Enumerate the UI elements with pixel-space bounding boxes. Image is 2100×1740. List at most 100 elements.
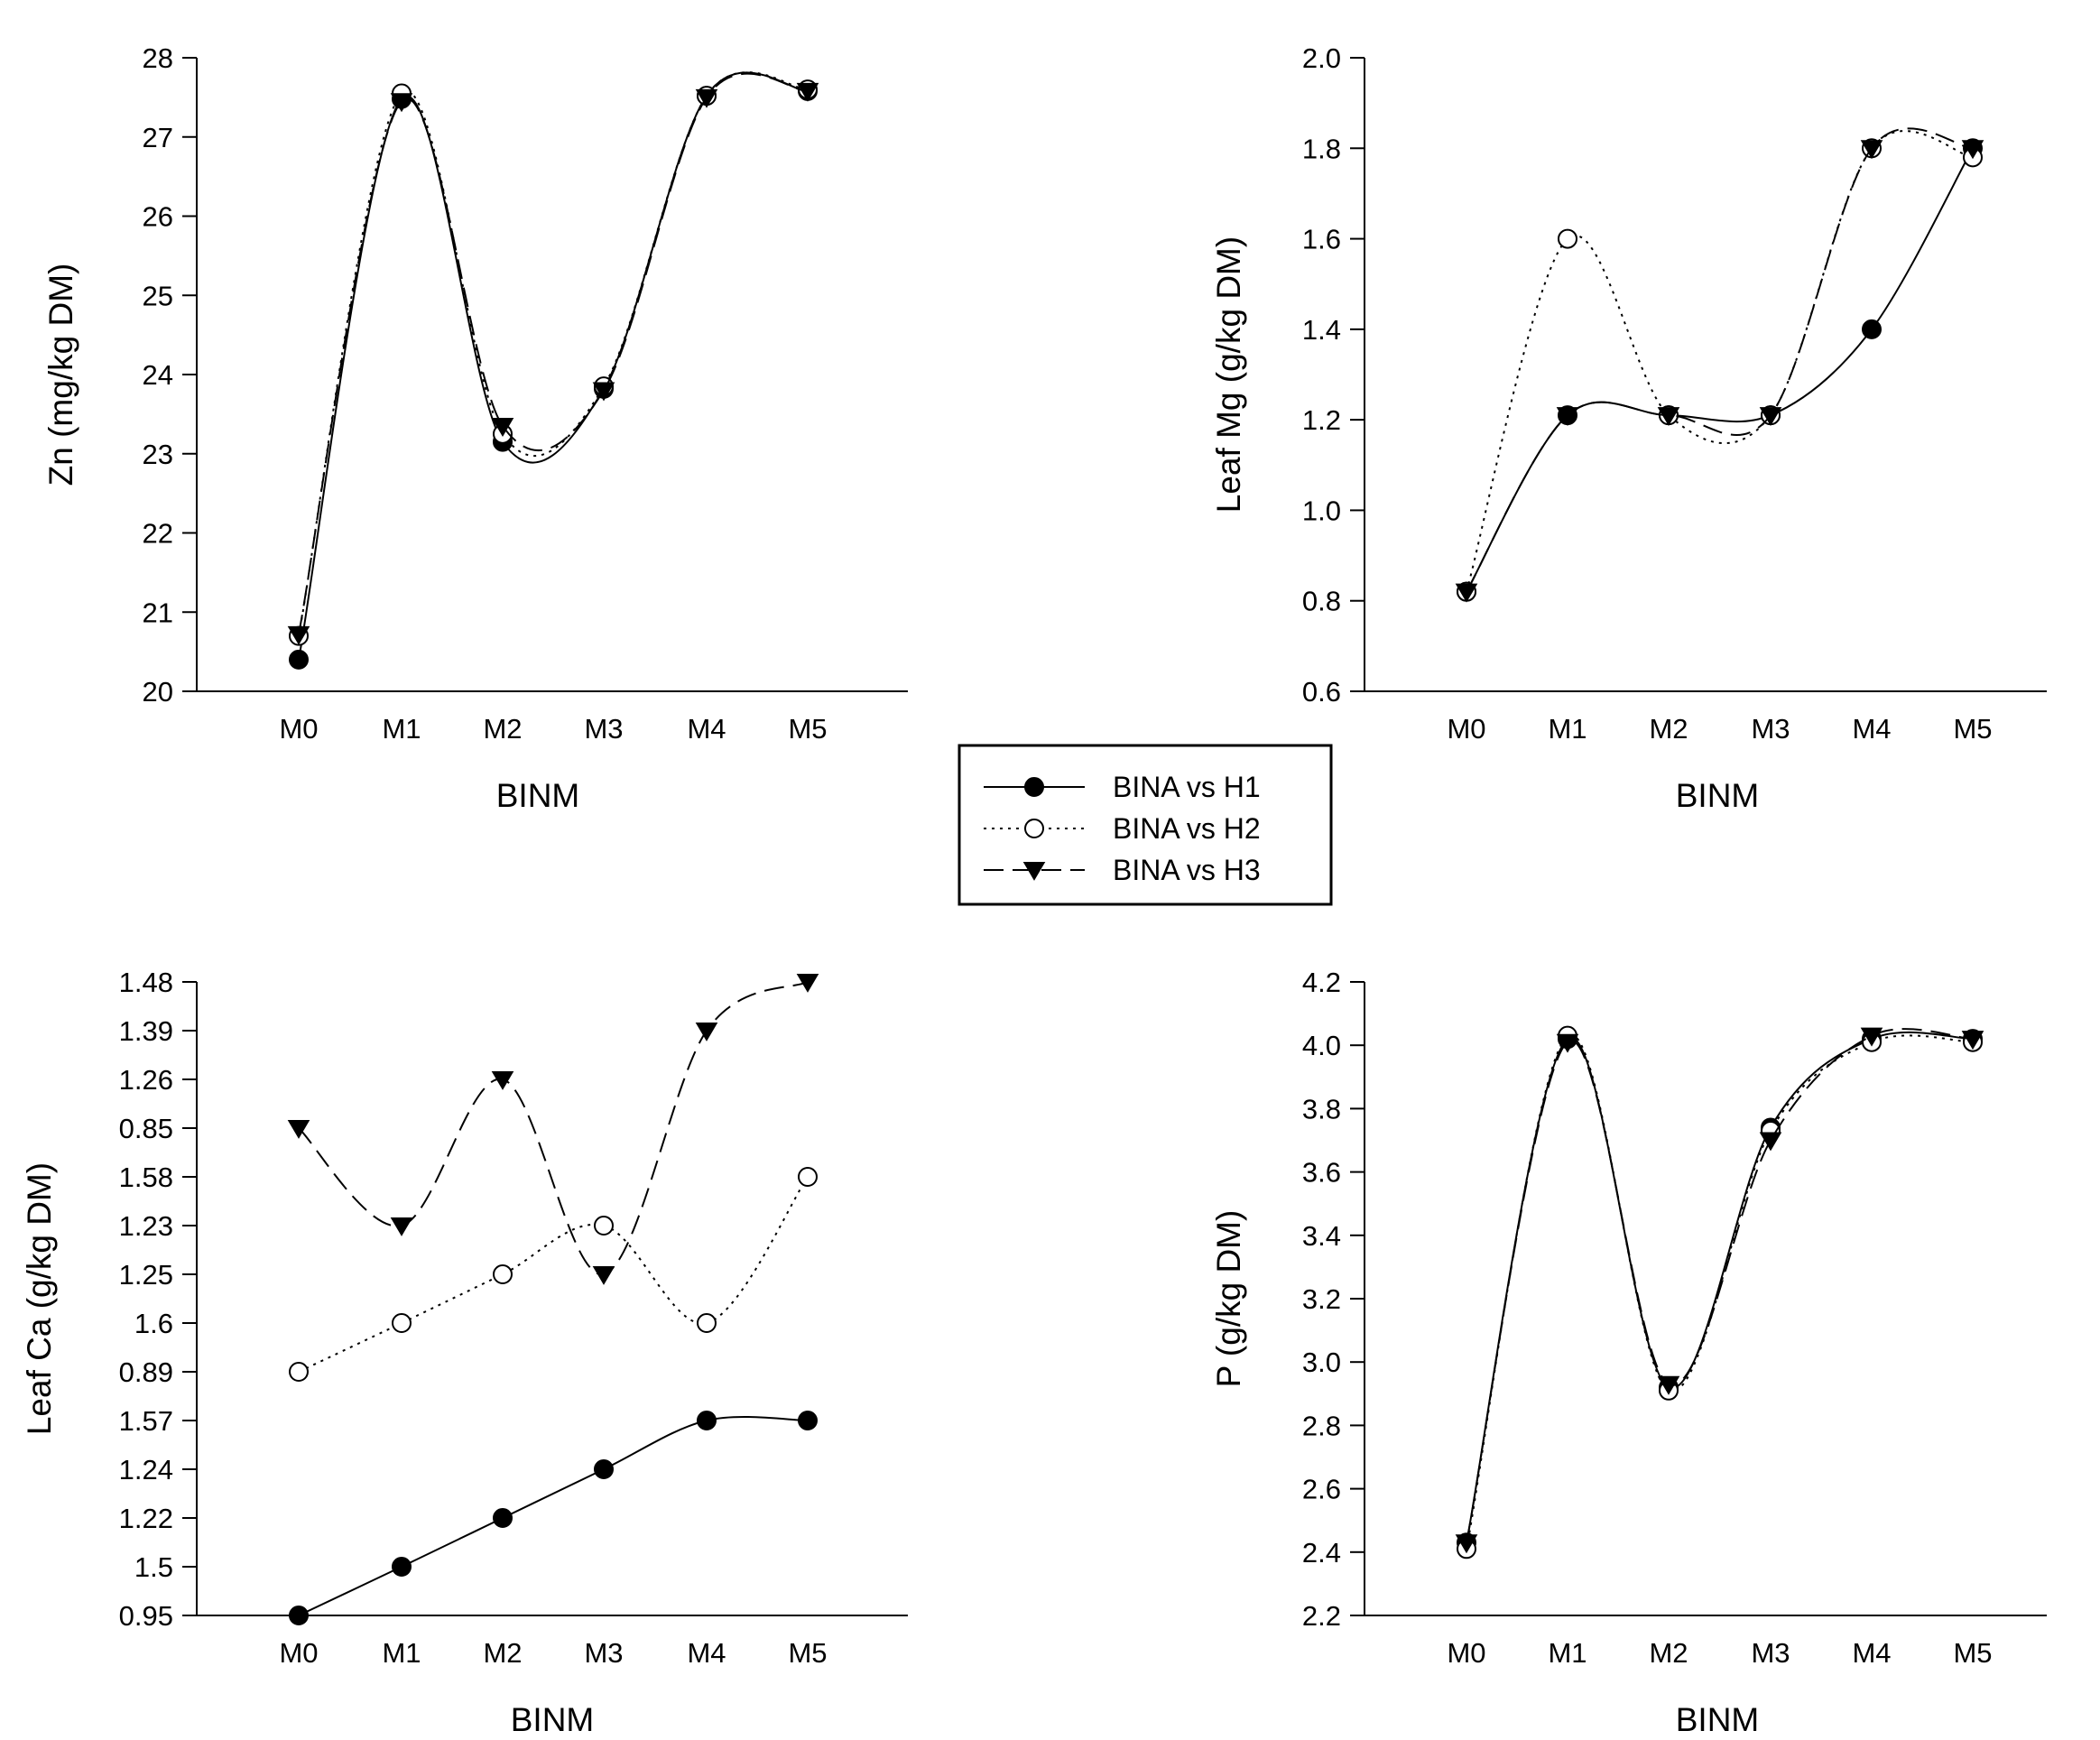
series-2 [289, 1167, 818, 1382]
y-tick-label: 3.8 [1302, 1093, 1341, 1125]
data-point [1961, 1031, 1984, 1050]
legend-label: BINA vs H2 [1113, 812, 1261, 845]
data-point [1455, 1534, 1478, 1554]
legend-marker [1022, 862, 1046, 881]
legend-entry: BINA vs H1 [984, 771, 1261, 803]
data-point [1862, 319, 1882, 339]
series-line [1466, 1033, 1974, 1550]
y-tick-label: 3.6 [1302, 1157, 1341, 1189]
series-1 [289, 71, 818, 670]
data-point [1558, 228, 1577, 249]
data-point [798, 1167, 818, 1187]
data-point [390, 93, 413, 113]
y-tick-label: 0.8 [1302, 586, 1341, 617]
y-tick-label: 21 [143, 597, 173, 628]
series-line [298, 72, 809, 634]
x-tick-label: M0 [279, 1637, 318, 1669]
y-tick-label: 1.26 [119, 1064, 173, 1096]
series-line [1466, 130, 1974, 592]
series-line [298, 71, 809, 636]
legend-rows: BINA vs H1 BINA vs H2 BINA vs H3 [984, 771, 1261, 886]
y-tick-label: 22 [143, 518, 173, 550]
legend-marker [1024, 819, 1044, 838]
y-tick-label: 4.0 [1302, 1030, 1341, 1061]
x-tick-label: M2 [1649, 1637, 1688, 1669]
y-tick-label: 2.2 [1302, 1600, 1341, 1632]
x-tick-label: M0 [1447, 1637, 1485, 1669]
y-tick-label: 1.6 [1302, 224, 1341, 255]
series-3 [1455, 127, 1984, 603]
series-line [298, 1176, 809, 1373]
data-point [289, 1362, 309, 1382]
x-tick-label: M3 [1751, 713, 1790, 745]
y-tick-label: 1.8 [1302, 133, 1341, 164]
series-line [298, 981, 809, 1276]
chart-bottom-left: 0.95 1.5 1.22 1.24 1.57 0.89 1.6 1.25 1.23 1.58 0.… [21, 967, 908, 1738]
series-3 [287, 974, 819, 1285]
data-point [392, 1313, 412, 1333]
data-point [287, 625, 310, 645]
data-point [1455, 583, 1478, 603]
y-tick-label: 1.22 [119, 1503, 173, 1534]
data-point [592, 1266, 615, 1285]
series-line [298, 1416, 809, 1616]
y-tick-label: 1.6 [134, 1308, 173, 1339]
y-tick-label: 27 [143, 122, 173, 153]
x-tick-label: M5 [1953, 1637, 1992, 1669]
series-3 [1455, 1027, 1984, 1554]
legend-entry: BINA vs H3 [984, 854, 1261, 886]
y-tick-label: 3.0 [1302, 1347, 1341, 1378]
x-tick-label: M2 [1649, 713, 1688, 745]
series-line [298, 71, 809, 661]
data-point [1759, 1132, 1782, 1152]
y-tick-label: 3.4 [1302, 1220, 1341, 1252]
x-tick-label: M1 [1548, 713, 1587, 745]
x-tick-label: M5 [788, 713, 827, 745]
x-axis-title: BINM [511, 1701, 595, 1738]
series-2 [1457, 130, 1983, 602]
data-point [697, 1313, 717, 1333]
x-tick-label: M2 [483, 1637, 522, 1669]
data-point [697, 1411, 717, 1430]
data-point [1556, 1033, 1579, 1053]
y-tick-label: 1.5 [134, 1551, 173, 1583]
y-axis-title: Leaf Mg (g/kg DM) [1210, 236, 1247, 513]
x-axis-title: BINM [1676, 777, 1760, 814]
data-point [594, 1216, 614, 1236]
x-tick-label: M0 [1447, 713, 1485, 745]
data-point [796, 82, 819, 102]
y-tick-label: 26 [143, 201, 173, 233]
series-line [1466, 127, 1974, 593]
data-point [493, 1264, 513, 1284]
x-tick-label: M0 [279, 713, 318, 745]
data-point [594, 1459, 614, 1479]
x-tick-label: M2 [483, 713, 522, 745]
x-tick-label: M4 [1852, 1637, 1891, 1669]
series-2 [289, 71, 818, 646]
data-point [390, 1217, 413, 1236]
x-axis-title: BINM [496, 777, 580, 814]
x-tick-label: M3 [584, 713, 623, 745]
series-line [1466, 147, 1974, 593]
y-tick-label: 2.6 [1302, 1474, 1341, 1505]
y-tick-label: 1.25 [119, 1259, 173, 1291]
y-tick-label: 2.4 [1302, 1537, 1341, 1569]
y-tick-label: 20 [143, 676, 173, 708]
y-tick-label: 1.39 [119, 1015, 173, 1047]
y-tick-label: 0.95 [119, 1600, 173, 1632]
x-tick-label: M4 [687, 713, 726, 745]
chart-bottom-right: 2.2 2.4 2.6 2.8 3.0 3.2 3.4 3.6 3.8 4.0 4.2 M0 M1 M2 M… [1210, 967, 2047, 1738]
y-tick-label: 1.24 [119, 1454, 173, 1485]
x-tick-label: M3 [584, 1637, 623, 1669]
y-tick-label: 1.48 [119, 967, 173, 998]
x-tick-label: M1 [1548, 1637, 1587, 1669]
y-tick-label: 1.0 [1302, 495, 1341, 526]
y-tick-label: 2.8 [1302, 1410, 1341, 1441]
y-tick-label: 24 [143, 359, 173, 391]
data-point [1860, 1027, 1883, 1047]
data-point [1759, 407, 1782, 427]
x-tick-label: M3 [1751, 1637, 1790, 1669]
x-axis-title: BINM [1676, 1701, 1760, 1738]
y-tick-label: 4.2 [1302, 967, 1341, 998]
